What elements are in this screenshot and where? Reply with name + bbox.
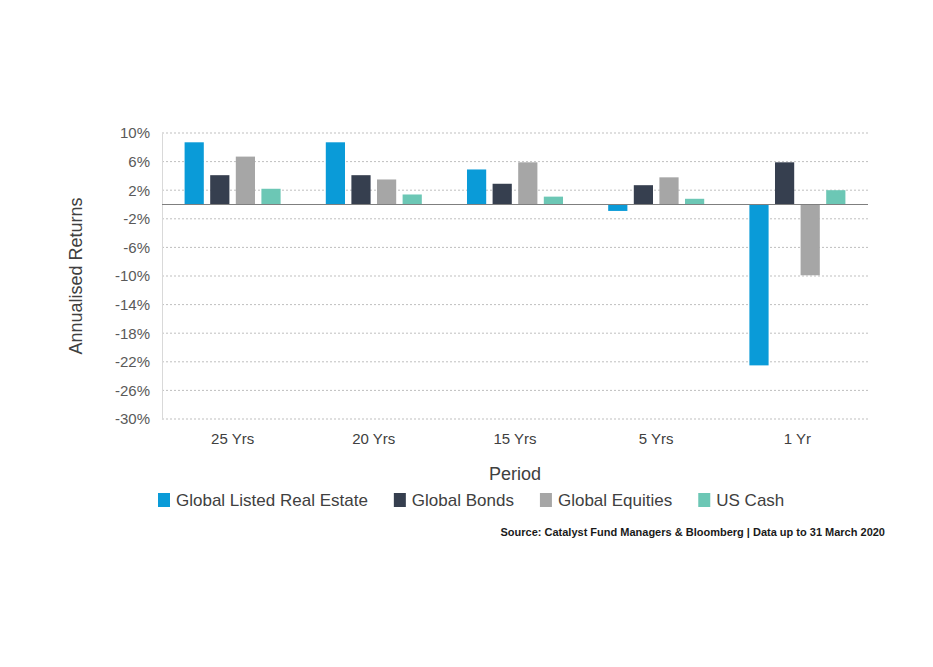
grid-line <box>162 133 868 134</box>
legend-label: Global Listed Real Estate <box>176 491 368 510</box>
x-tick-label: 5 Yrs <box>639 430 674 447</box>
legend-item: Global Listed Real Estate <box>158 491 368 510</box>
bar <box>467 169 486 204</box>
y-tick-label: -6% <box>123 239 150 256</box>
grid-line <box>162 390 868 391</box>
legend-swatch <box>394 493 406 507</box>
y-tick: 6% <box>128 153 162 170</box>
bar <box>749 205 768 366</box>
y-tick: -26% <box>115 382 162 399</box>
grid <box>162 133 868 419</box>
y-tick: -22% <box>115 353 162 370</box>
legend-item: Global Bonds <box>394 491 514 510</box>
x-tick: 25 Yrs <box>211 419 254 447</box>
y-tick: -6% <box>123 239 162 256</box>
x-tick-label: 20 Yrs <box>352 430 395 447</box>
x-tick-label: 1 Yr <box>784 430 811 447</box>
y-tick-label: -14% <box>115 296 150 313</box>
bar <box>326 142 345 204</box>
legend: Global Listed Real Estate Global Bonds Glo… <box>158 491 784 510</box>
bar <box>185 142 204 204</box>
bar <box>236 157 255 205</box>
legend-item: US Cash <box>698 491 784 510</box>
bar <box>493 184 512 205</box>
x-tick: 15 Yrs <box>493 419 536 447</box>
bar <box>261 189 280 205</box>
x-tick-label: 25 Yrs <box>211 430 254 447</box>
legend-swatch <box>158 493 170 507</box>
source-note: Source: Catalyst Fund Managers & Bloombe… <box>500 526 885 538</box>
y-tick: -14% <box>115 296 162 313</box>
x-axis: 25 Yrs 20 Yrs 15 Yrs 5 Yrs 1 Yr <box>163 419 869 447</box>
bar <box>659 177 678 204</box>
legend-swatch <box>698 493 710 507</box>
x-axis-title: Period <box>489 464 541 484</box>
x-tick: 20 Yrs <box>352 419 395 447</box>
y-axis-line <box>162 134 163 420</box>
y-tick-label: -2% <box>123 210 150 227</box>
bar <box>544 197 563 205</box>
bar <box>210 175 229 204</box>
y-tick: -2% <box>123 210 162 227</box>
y-tick: -18% <box>115 325 162 342</box>
y-tick-label: -30% <box>115 410 150 427</box>
x-tick: 5 Yrs <box>639 419 674 447</box>
y-tick-label: 10% <box>120 124 150 141</box>
bars <box>185 142 846 365</box>
bar <box>403 194 422 204</box>
bar <box>634 185 653 204</box>
grid-line <box>162 419 868 420</box>
y-tick-label: -26% <box>115 382 150 399</box>
bar <box>351 175 370 204</box>
legend-item: Global Equities <box>540 491 672 510</box>
bar <box>685 199 704 205</box>
x-tick-label: 15 Yrs <box>493 430 536 447</box>
series <box>210 162 794 204</box>
y-tick-label: -10% <box>115 267 150 284</box>
bar <box>377 179 396 204</box>
y-axis-title: Annualised Returns <box>66 197 86 354</box>
y-tick-label: -22% <box>115 353 150 370</box>
series <box>236 157 820 276</box>
legend-label: US Cash <box>716 491 784 510</box>
legend-swatch <box>540 493 552 507</box>
legend-label: Global Bonds <box>412 491 514 510</box>
plot: 10% 6% 2% -2% -6% -10% -14% -18% -22% -26% -30% 25 … <box>115 124 869 446</box>
series <box>185 142 769 365</box>
bar <box>518 162 537 204</box>
chart: 10% 6% 2% -2% -6% -10% -14% -18% -22% -26% -30% 25 … <box>0 0 933 667</box>
y-tick-label: 2% <box>128 182 150 199</box>
bar <box>608 205 627 211</box>
bar <box>775 162 794 204</box>
zero-line <box>162 204 868 205</box>
series <box>261 189 845 205</box>
y-tick: -10% <box>115 267 162 284</box>
y-tick: 10% <box>120 124 162 141</box>
x-tick: 1 Yr <box>784 419 811 447</box>
legend-label: Global Equities <box>558 491 672 510</box>
y-tick: -30% <box>115 410 162 427</box>
y-axis: 10% 6% 2% -2% -6% -10% -14% -18% -22% -26% -30% <box>115 124 163 427</box>
x-axis-line <box>163 419 869 420</box>
grid-line <box>162 161 868 162</box>
y-tick: 2% <box>128 182 162 199</box>
y-tick-label: 6% <box>128 153 150 170</box>
bar <box>826 190 845 204</box>
bar <box>801 205 820 276</box>
y-tick-label: -18% <box>115 325 150 342</box>
